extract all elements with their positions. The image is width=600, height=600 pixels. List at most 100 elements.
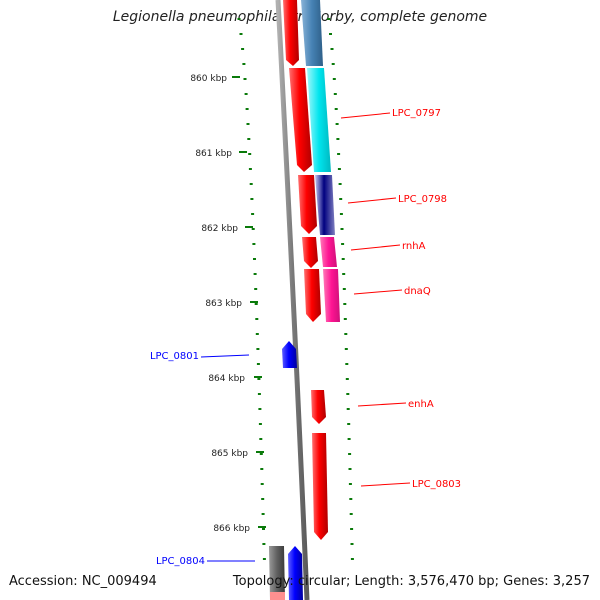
minor-tick-dot (257, 378, 261, 380)
label-group-lpc0798: LPC_0798 (347, 194, 447, 205)
minor-tick-dot (347, 438, 351, 440)
minor-tick-marks (237, 18, 354, 560)
minor-tick-dot (345, 378, 349, 380)
label-group-enhA: enhA (357, 399, 434, 410)
minor-tick-dot (247, 138, 251, 140)
minor-tick-dot (248, 153, 252, 155)
minor-tick-dot (350, 528, 354, 530)
minor-tick-dot (249, 183, 253, 185)
minor-tick-dot (339, 198, 343, 200)
label-group-lpc0804: LPC_0804 (156, 556, 255, 567)
gene-label: dnaQ (404, 286, 431, 297)
minor-tick-dot (254, 288, 258, 290)
gene-arrow-top (283, 0, 299, 66)
minor-tick-dot (341, 258, 345, 260)
minor-tick-dot (262, 558, 266, 560)
gene-label: LPC_0797 (392, 108, 441, 119)
scale-tick-866: 866 kbp (213, 524, 266, 534)
minor-tick-dot (252, 243, 256, 245)
minor-tick-dot (329, 33, 332, 35)
minor-tick-dot (254, 303, 258, 305)
minor-tick-dot (349, 513, 353, 515)
minor-tick-dot (246, 123, 250, 125)
minor-tick-dot (346, 393, 350, 395)
minor-tick-dot (340, 228, 344, 230)
minor-tick-dot (245, 108, 249, 110)
minor-tick-dot (262, 528, 265, 530)
minor-tick-dot (347, 423, 351, 425)
minor-tick-dot (343, 318, 347, 320)
minor-tick-dot (259, 453, 263, 455)
tick-label: 865 kbp (211, 449, 248, 459)
tick-label: 861 kbp (195, 149, 232, 159)
gene-label: enhA (408, 399, 434, 410)
gene-label: LPC_0803 (412, 479, 461, 490)
feature-steelblue-top (301, 0, 323, 66)
minor-tick-dot (262, 543, 266, 545)
label-group-dnaQ: dnaQ (353, 286, 431, 297)
minor-tick-dot (333, 93, 337, 95)
minor-tick-dot (258, 408, 262, 410)
minor-tick-dot (342, 273, 346, 275)
gene-label: LPC_0801 (150, 351, 199, 362)
minor-tick-dot (332, 78, 336, 80)
minor-tick-dot (261, 513, 265, 515)
minor-tick-dot (349, 498, 353, 500)
minor-tick-dot (250, 198, 254, 200)
minor-tick-dot (350, 543, 354, 545)
tick-label: 860 kbp (190, 74, 227, 84)
minor-tick-dot (257, 393, 261, 395)
feature-pink-stub (270, 592, 285, 600)
minor-tick-dot (327, 18, 331, 20)
minor-tick-dot (261, 498, 265, 500)
minor-tick-dot (350, 558, 354, 560)
gene-arrow-lpc0801 (282, 341, 297, 368)
minor-tick-dot (342, 288, 346, 290)
minor-tick-dot (239, 33, 243, 35)
label-group-lpc0801: LPC_0801 (150, 351, 250, 362)
label-group-lpc0797: LPC_0797 (340, 108, 441, 119)
scale-tick-865: 865 kbp (211, 449, 264, 459)
minor-tick-dot (339, 213, 343, 215)
feature-pink-lower (323, 269, 340, 322)
minor-tick-dot (348, 483, 352, 485)
label-group-lpc0803: LPC_0803 (360, 479, 461, 490)
minor-tick-dot (348, 468, 352, 470)
minor-tick-dot (341, 243, 345, 245)
minor-tick-dot (255, 318, 259, 320)
minor-tick-dot (244, 93, 248, 95)
minor-tick-dot (253, 258, 256, 260)
gene-label: rnhA (402, 241, 426, 252)
tick-label: 866 kbp (213, 524, 250, 534)
scale-tick-860: 860 kbp (190, 74, 240, 84)
minor-tick-dot (336, 138, 340, 140)
minor-tick-dot (331, 63, 335, 65)
accession-text: Accession: NC_009494 (9, 574, 157, 589)
minor-tick-dot (259, 438, 263, 440)
minor-tick-dot (338, 183, 342, 185)
gene-label: LPC_0798 (398, 194, 447, 205)
minor-tick-dot (256, 348, 260, 350)
scale-tick-862: 862 kbp (201, 224, 253, 234)
tick-label: 863 kbp (205, 299, 242, 309)
gene-arrow-lpc0797 (289, 68, 312, 172)
minor-tick-dot (335, 123, 339, 125)
minor-tick-dot (344, 333, 348, 335)
map-title: Legionella pneumophila str. Corby, compl… (112, 9, 488, 25)
scale-tick-864: 864 kbp (208, 374, 262, 384)
gene-arrow-lpc0803 (312, 433, 328, 540)
tick-label: 862 kbp (201, 224, 238, 234)
minor-tick-dot (258, 423, 262, 425)
minor-tick-dot (346, 408, 350, 410)
minor-tick-dot (330, 48, 334, 50)
label-group-rnhA: rnhA (350, 241, 426, 252)
gene-arrow-lpc0798 (298, 175, 317, 234)
minor-tick-dot (344, 348, 348, 350)
minor-tick-dot (248, 168, 252, 170)
feature-navy (315, 175, 335, 235)
minor-tick-dot (242, 63, 246, 65)
gene-arrow-enhA (311, 390, 326, 424)
feature-pink-upper (320, 237, 337, 267)
minor-tick-dot (253, 273, 257, 275)
